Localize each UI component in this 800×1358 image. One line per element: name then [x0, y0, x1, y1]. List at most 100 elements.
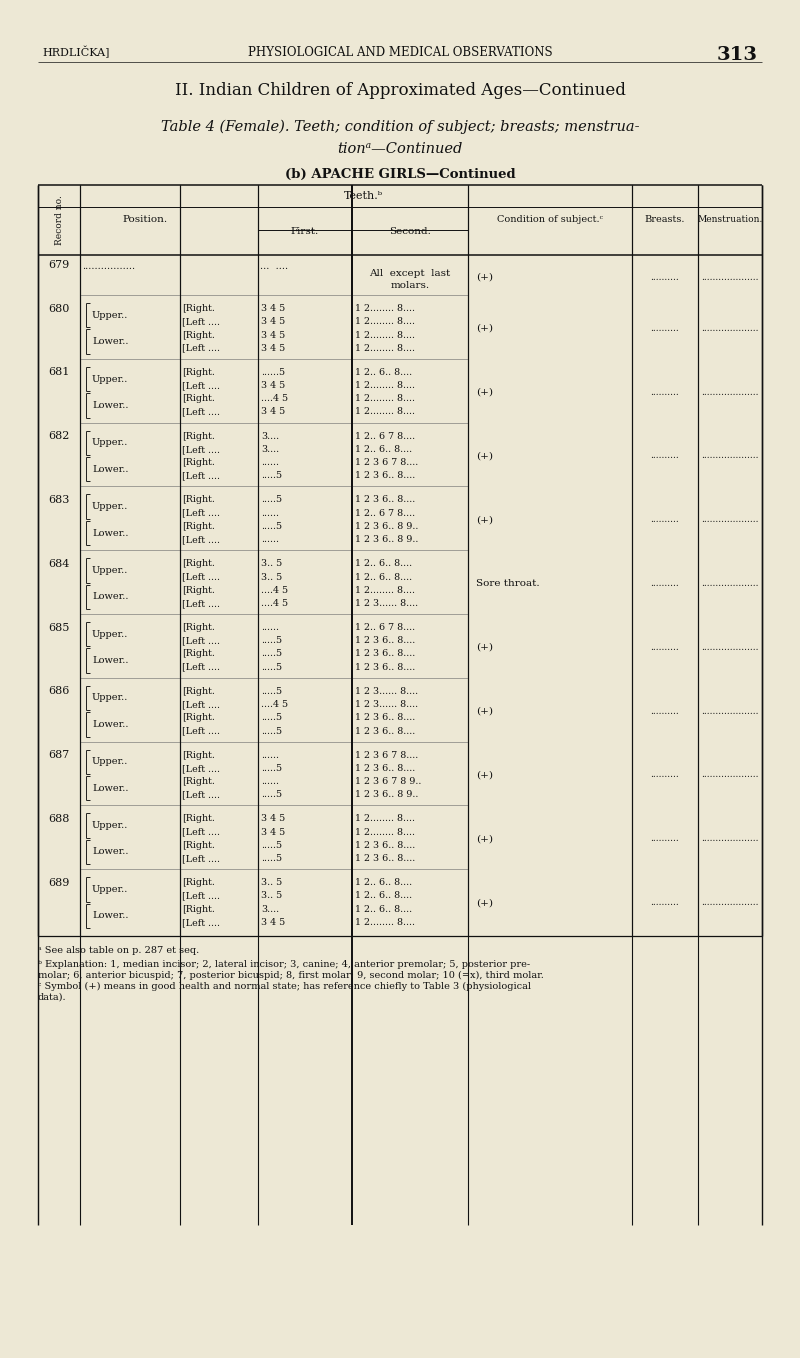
Text: (b) APACHE GIRLS—Continued: (b) APACHE GIRLS—Continued	[285, 168, 515, 181]
Text: 1 2.. 6.. 8....: 1 2.. 6.. 8....	[355, 445, 412, 454]
Text: Upper..: Upper..	[92, 502, 128, 511]
Text: 1 2 3...... 8....: 1 2 3...... 8....	[355, 599, 418, 608]
Text: ᵇ Explanation: 1, median incisor; 2, lateral incisor; 3, canine; 4, anterior pre: ᵇ Explanation: 1, median incisor; 2, lat…	[38, 960, 544, 979]
Text: [Right.: [Right.	[182, 585, 215, 595]
Text: .....5: .....5	[261, 713, 282, 722]
Text: 1 2........ 8....: 1 2........ 8....	[355, 318, 415, 326]
Text: ....................: ....................	[702, 834, 758, 843]
Text: All  except  last: All except last	[370, 269, 450, 278]
Text: ..........: ..........	[650, 770, 679, 779]
Text: [Left ....: [Left ....	[182, 891, 220, 900]
Text: ....................: ....................	[702, 770, 758, 779]
Text: [Right.: [Right.	[182, 559, 215, 568]
Text: Upper..: Upper..	[92, 694, 128, 702]
Text: ᵃ See also table on p. 287 et seq.: ᵃ See also table on p. 287 et seq.	[38, 947, 199, 955]
Text: 1 2 3...... 8....: 1 2 3...... 8....	[355, 701, 418, 709]
Text: 1 2.. 6 7 8....: 1 2.. 6 7 8....	[355, 509, 415, 517]
Text: Upper..: Upper..	[92, 566, 128, 574]
Text: 3 4 5: 3 4 5	[261, 407, 286, 417]
Text: PHYSIOLOGICAL AND MEDICAL OBSERVATIONS: PHYSIOLOGICAL AND MEDICAL OBSERVATIONS	[248, 46, 552, 58]
Text: [Right.: [Right.	[182, 623, 215, 631]
Text: 682: 682	[48, 432, 70, 441]
Text: 688: 688	[48, 813, 70, 824]
Text: 1 2 3 6 7 8....: 1 2 3 6 7 8....	[355, 751, 418, 759]
Text: [Left ....: [Left ....	[182, 701, 220, 709]
Text: Second.: Second.	[389, 227, 431, 235]
Text: 1 2 3 6.. 8....: 1 2 3 6.. 8....	[355, 727, 415, 736]
Text: Menstruation.: Menstruation.	[698, 216, 762, 224]
Text: .....5: .....5	[261, 854, 282, 864]
Text: [Right.: [Right.	[182, 394, 215, 403]
Text: ......5: ......5	[261, 368, 285, 378]
Text: 1 2 3 6.. 8....: 1 2 3 6.. 8....	[355, 841, 415, 850]
Text: .....5: .....5	[261, 790, 282, 800]
Text: 687: 687	[48, 750, 70, 760]
Text: [Right.: [Right.	[182, 368, 215, 378]
Text: (+): (+)	[476, 515, 493, 524]
Text: 685: 685	[48, 622, 70, 633]
Text: ....................: ....................	[702, 898, 758, 907]
Text: 1 2 3 6.. 8....: 1 2 3 6.. 8....	[355, 713, 415, 722]
Text: 1 2 3 6 7 8 9..: 1 2 3 6 7 8 9..	[355, 777, 422, 786]
Text: 3 4 5: 3 4 5	[261, 918, 286, 928]
Text: Table 4 (Female). Teeth; condition of subject; breasts; menstrua-: Table 4 (Female). Teeth; condition of su…	[161, 120, 639, 134]
Text: Sore throat.: Sore throat.	[476, 579, 540, 588]
Text: 1 2 3 6.. 8....: 1 2 3 6.. 8....	[355, 663, 415, 672]
Text: (+): (+)	[476, 451, 493, 460]
Text: 1 2........ 8....: 1 2........ 8....	[355, 394, 415, 403]
Text: ....4 5: ....4 5	[261, 599, 288, 608]
Text: [Right.: [Right.	[182, 815, 215, 823]
Text: ....................: ....................	[702, 325, 758, 333]
Text: ....................: ....................	[702, 706, 758, 716]
Text: Upper..: Upper..	[92, 822, 128, 830]
Text: [Left ....: [Left ....	[182, 318, 220, 326]
Text: ....4 5: ....4 5	[261, 585, 288, 595]
Text: [Left ....: [Left ....	[182, 765, 220, 773]
Text: ....................: ....................	[702, 642, 758, 652]
Text: 1 2 3 6.. 8....: 1 2 3 6.. 8....	[355, 854, 415, 864]
Text: [Right.: [Right.	[182, 521, 215, 531]
Text: (+): (+)	[476, 273, 493, 281]
Text: (+): (+)	[476, 387, 493, 397]
Text: [Left ....: [Left ....	[182, 573, 220, 581]
Text: 3....: 3....	[261, 432, 279, 441]
Text: ....4 5: ....4 5	[261, 701, 288, 709]
Text: 681: 681	[48, 368, 70, 378]
Text: 3.. 5: 3.. 5	[261, 559, 282, 568]
Text: Lower..: Lower..	[92, 784, 129, 793]
Text: 3....: 3....	[261, 445, 279, 454]
Text: 1 2........ 8....: 1 2........ 8....	[355, 827, 415, 837]
Text: ......: ......	[261, 751, 279, 759]
Text: .....5: .....5	[261, 663, 282, 672]
Text: ..........: ..........	[650, 642, 679, 652]
Text: [Left ....: [Left ....	[182, 344, 220, 353]
Text: 1 2.. 6.. 8....: 1 2.. 6.. 8....	[355, 559, 412, 568]
Text: 686: 686	[48, 686, 70, 697]
Text: .....5: .....5	[261, 496, 282, 505]
Text: [Left ....: [Left ....	[182, 445, 220, 454]
Text: [Left ....: [Left ....	[182, 382, 220, 390]
Text: ......: ......	[261, 509, 279, 517]
Text: .................: .................	[82, 262, 135, 272]
Text: 1 2 3 6.. 8....: 1 2 3 6.. 8....	[355, 649, 415, 659]
Text: ....................: ....................	[702, 515, 758, 524]
Text: [Right.: [Right.	[182, 687, 215, 695]
Text: ..........: ..........	[650, 515, 679, 524]
Text: ....................: ....................	[702, 387, 758, 397]
Text: 1 2........ 8....: 1 2........ 8....	[355, 330, 415, 340]
Text: 684: 684	[48, 558, 70, 569]
Text: ......: ......	[261, 777, 279, 786]
Text: [Left ....: [Left ....	[182, 918, 220, 928]
Text: [Left ....: [Left ....	[182, 854, 220, 864]
Text: [Left ....: [Left ....	[182, 637, 220, 645]
Text: 1 2.. 6.. 8....: 1 2.. 6.. 8....	[355, 904, 412, 914]
Text: 689: 689	[48, 877, 70, 888]
Text: 1 2.. 6.. 8....: 1 2.. 6.. 8....	[355, 891, 412, 900]
Text: Lower..: Lower..	[92, 401, 129, 410]
Text: ....4 5: ....4 5	[261, 394, 288, 403]
Text: Lower..: Lower..	[92, 911, 129, 921]
Text: 1 2........ 8....: 1 2........ 8....	[355, 304, 415, 314]
Text: Record no.: Record no.	[54, 196, 63, 244]
Text: Lower..: Lower..	[92, 464, 129, 474]
Text: (+): (+)	[476, 834, 493, 843]
